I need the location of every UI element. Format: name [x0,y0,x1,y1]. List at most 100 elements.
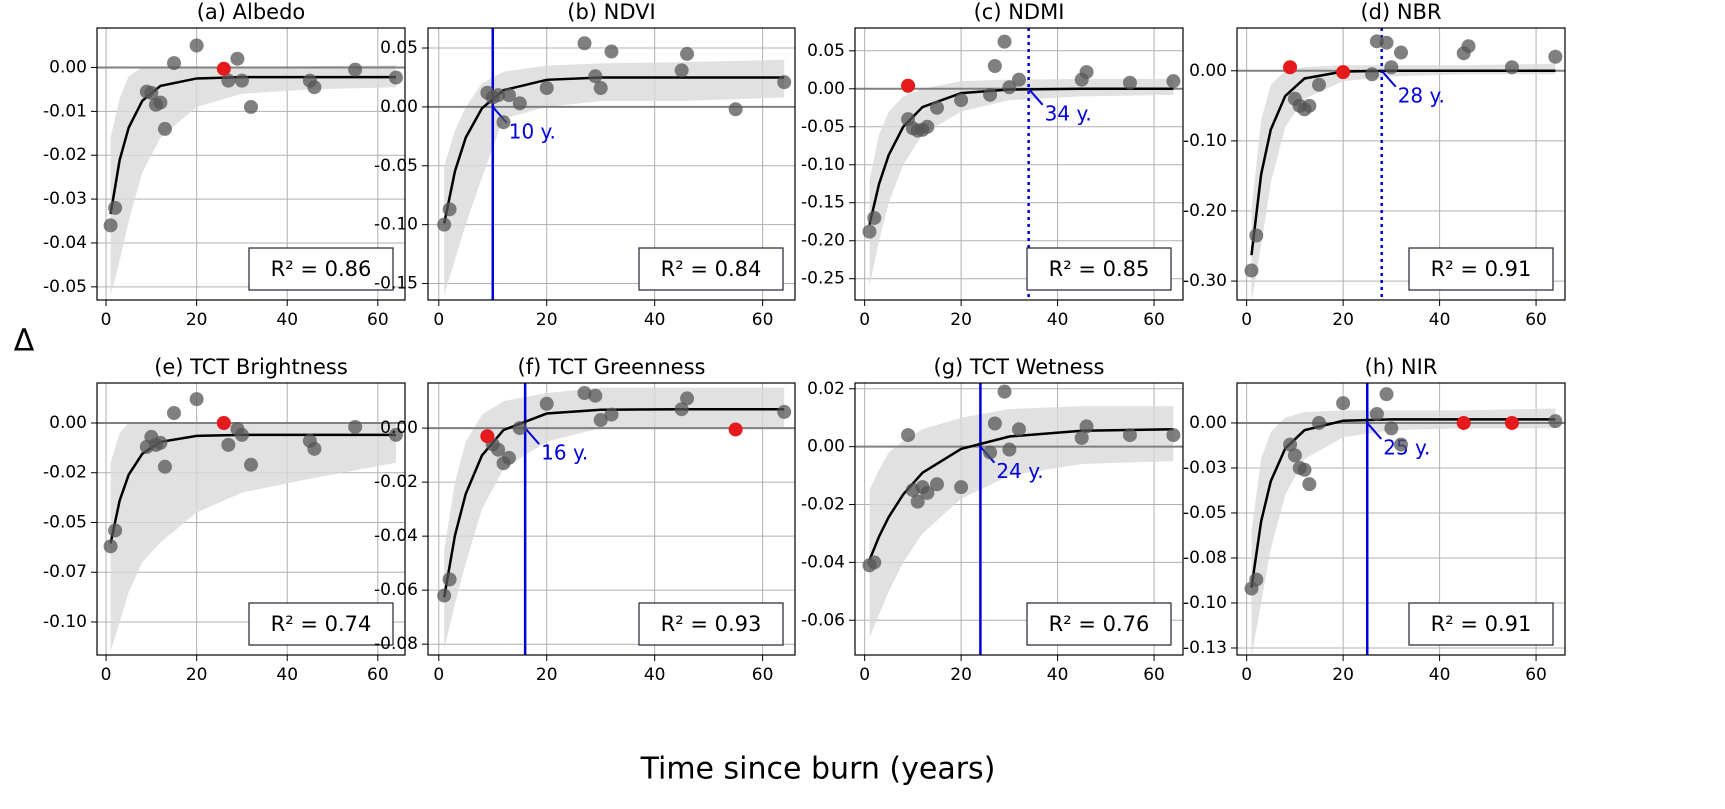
fit-curve [442,407,785,598]
fit-curve [109,75,396,215]
x-tick-label: 20 [536,665,558,685]
annotation-box [248,602,394,646]
recovery-label: 28 y. [1398,83,1445,107]
y-tick-label: -0.02 [43,463,87,483]
data-point [437,588,452,603]
data-point [189,38,204,53]
data-point [230,51,245,66]
y-tick-label: -0.07 [43,562,87,582]
plot-frame [1236,27,1566,301]
recovery-pointer [1027,88,1044,106]
y-tick-label: 0.00 [1189,413,1227,433]
annotation-box [638,247,784,291]
data-point [348,62,363,77]
x-tick-label: 40 [276,665,298,685]
annotation: R² = 0.74 [271,612,372,636]
data-point [1002,80,1017,95]
highlight-point [480,429,495,444]
y-tick-label: 0.02 [807,379,845,399]
y-tick-label: -0.02 [43,145,87,165]
data-point [777,404,792,419]
recovery-label: 34 y. [1045,101,1092,125]
data-point [1287,448,1302,463]
data-point [167,406,181,421]
x-tick-label: 20 [950,665,972,685]
data-point [588,69,603,84]
panel-title: (c) NDMI [974,0,1065,24]
data-point [1302,477,1317,492]
x-tick-label: 60 [1525,310,1547,330]
data-point [1312,77,1326,92]
y-tick-label: -0.05 [374,156,418,176]
x-tick-label: 60 [367,310,389,330]
data-point [244,457,258,472]
x-tick-label: 0 [859,310,870,330]
y-tick-label: -0.04 [374,526,418,546]
y-tick-label: -0.04 [801,552,845,572]
data-point [1548,414,1563,429]
y-tick-label: -0.05 [43,277,87,297]
data-point [442,202,457,217]
y-tick-label: -0.25 [801,269,845,289]
data-point [1166,428,1181,443]
confidence-band [869,406,1174,638]
y-tick-label: 0.00 [49,413,87,433]
x-tick-label: 40 [644,310,666,330]
data-point [674,63,689,78]
data-point [777,75,792,90]
data-point [910,494,925,509]
x-tick-label: 0 [433,665,444,685]
highlight-point [216,61,231,76]
y-tick-label: -0.01 [43,101,87,121]
x-tick-label: 40 [1047,310,1069,330]
fit-curve [1250,418,1556,588]
data-point [1336,396,1351,411]
panel-title: (f) TCT Greenness [518,355,706,379]
plot-frame [1236,382,1566,656]
annotation: R² = 0.86 [271,257,372,281]
confidence-band [1251,408,1556,655]
y-tick-label: 0.00 [1189,61,1227,81]
data-point [1122,75,1137,90]
x-tick-label: 20 [186,665,208,685]
data-point [539,396,554,411]
y-tick-label: 0.05 [380,38,418,58]
x-tick-label: 60 [752,310,774,330]
data-point [103,539,118,554]
data-point [577,385,592,400]
plot-area [1237,383,1565,655]
y-tick-label: -0.10 [801,155,845,175]
data-point [588,388,603,403]
data-point [388,70,403,85]
highlight-point [1336,65,1351,80]
recovery-pointer [1380,70,1397,88]
data-point [1302,98,1317,113]
y-tick-label: 0.05 [807,41,845,61]
data-point [604,407,619,422]
data-point [1166,74,1181,89]
x-tick-label: 40 [1429,665,1451,685]
y-tick-label: 0.00 [380,97,418,117]
y-tick-label: -0.10 [374,215,418,235]
data-point [1384,60,1399,75]
data-point [983,445,998,460]
data-point [1461,39,1476,54]
panel-title: (h) NIR [1365,355,1438,379]
data-point [157,459,172,474]
data-point [1012,422,1026,437]
fit-curve [868,428,1174,561]
recovery-pointer [1366,422,1382,440]
data-point [1394,45,1408,60]
data-point [1249,228,1264,243]
plot-area [428,383,795,655]
annotation: R² = 0.91 [1431,257,1532,281]
y-tick-label: -0.03 [1183,458,1227,478]
panel-title: (g) TCT Wetness [934,355,1105,379]
data-point [1244,263,1259,278]
data-point [920,119,935,134]
y-tick-label: 0.00 [807,437,845,457]
panel: (d) NBR 0 20 40 60 0.00 -0.10 -0.20 -0.30 28 y. R²… [1183,0,1566,330]
plot-frame [427,27,796,301]
plot-frame [854,382,1184,656]
panel-title: (e) TCT Brightness [154,355,348,379]
